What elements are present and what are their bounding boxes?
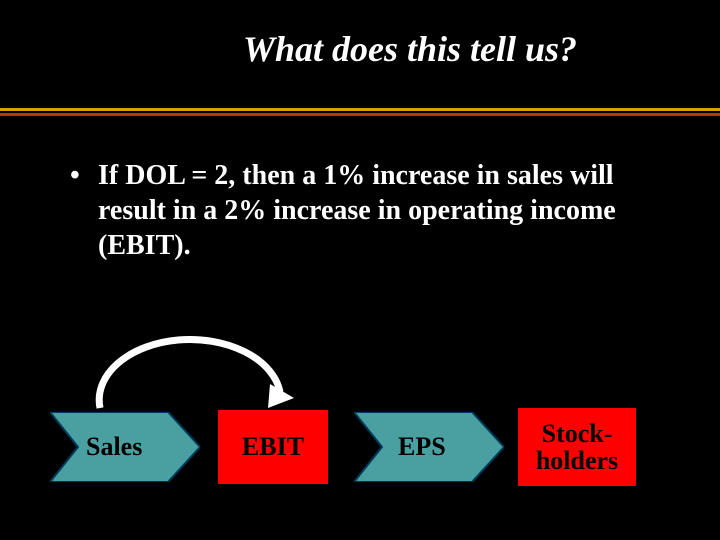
flow-row: Sales EBIT EPS Stock- holders xyxy=(50,402,710,492)
chevron-eps-label: EPS xyxy=(398,432,446,462)
red-box-stockholders-label: Stock- holders xyxy=(536,420,618,475)
slide-title: What does this tell us? xyxy=(0,0,720,70)
bullet-text: If DOL = 2, then a 1% increase in sales … xyxy=(98,158,660,263)
chevron-eps: EPS xyxy=(354,412,504,482)
red-box-ebit-label: EBIT xyxy=(242,433,304,460)
bullet-block: • If DOL = 2, then a 1% increase in sale… xyxy=(70,158,660,263)
chevron-sales-label: Sales xyxy=(86,432,142,462)
title-rule-top xyxy=(0,108,720,111)
red-box-stockholders: Stock- holders xyxy=(518,408,636,486)
red-box-ebit: EBIT xyxy=(218,410,328,484)
chevron-sales: Sales xyxy=(50,412,200,482)
title-rule-bottom xyxy=(0,113,720,116)
bullet-dot: • xyxy=(70,158,98,263)
